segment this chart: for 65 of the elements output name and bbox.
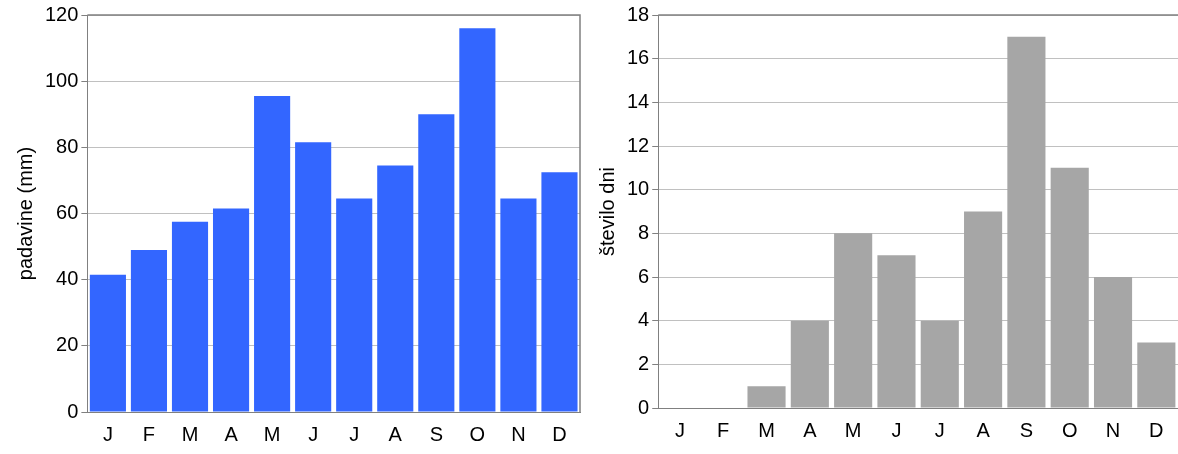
x-tick-label: J	[891, 418, 902, 441]
y-tick-label: 4	[638, 308, 650, 331]
bar	[254, 96, 291, 412]
x-tick-label: S	[429, 422, 443, 445]
x-tick-label: N	[1105, 418, 1121, 441]
y-tick-label: 14	[627, 89, 650, 112]
bar	[1137, 342, 1176, 408]
bar	[1050, 167, 1089, 408]
x-tick-label: M	[263, 422, 281, 445]
y-axis-title: padavine (mm)	[13, 146, 36, 281]
bar	[130, 249, 168, 412]
y-tick-label: 18	[627, 2, 650, 25]
x-tick-label: A	[388, 422, 403, 445]
bar	[1093, 277, 1133, 408]
bar	[418, 114, 455, 412]
x-tick-label: A	[976, 418, 991, 441]
x-tick-label: A	[224, 422, 239, 445]
bar	[541, 172, 578, 412]
y-tick-label: 40	[56, 267, 79, 290]
bar	[212, 208, 250, 412]
x-tick-label: J	[308, 422, 319, 445]
y-tick-label: 80	[56, 134, 79, 157]
x-tick-label: O	[469, 422, 486, 445]
y-tick-label: 60	[56, 201, 79, 224]
x-tick-label: M	[844, 418, 862, 441]
bar	[1007, 36, 1046, 408]
x-tick-label: D	[1149, 418, 1164, 441]
x-tick-label: S	[1019, 418, 1034, 441]
y-tick-label: 100	[44, 68, 79, 91]
bar	[171, 221, 209, 412]
x-tick-label: O	[1061, 418, 1078, 441]
x-tick-label: J	[349, 422, 360, 445]
x-tick-label: J	[934, 418, 945, 441]
bar	[89, 274, 126, 412]
bar	[336, 198, 373, 412]
x-tick-label: D	[552, 422, 567, 445]
bar	[295, 142, 332, 412]
y-tick-label: 16	[627, 46, 650, 69]
y-tick-label: 10	[627, 177, 650, 200]
y-tick-label: 12	[627, 133, 650, 156]
bar	[500, 198, 537, 412]
x-tick-label: J	[102, 422, 113, 445]
bar	[377, 165, 414, 412]
y-tick-label: 120	[44, 2, 79, 25]
bar	[877, 255, 916, 408]
x-tick-label: F	[142, 422, 156, 445]
bar	[964, 211, 1003, 408]
y-tick-label: 0	[638, 395, 650, 418]
y-tick-label: 0	[67, 399, 79, 422]
x-tick-label: M	[181, 422, 199, 445]
bar	[747, 386, 786, 408]
bar	[459, 28, 496, 412]
bar	[790, 320, 829, 408]
bar	[920, 320, 959, 408]
y-tick-label: 20	[56, 333, 79, 356]
y-tick-label: 8	[638, 220, 650, 243]
x-tick-label: F	[717, 418, 730, 441]
x-tick-label: M	[758, 418, 775, 441]
y-tick-label: 2	[638, 351, 650, 374]
y-axis-title: število dni	[595, 167, 618, 256]
y-tick-label: 6	[638, 264, 650, 287]
x-tick-label: J	[674, 418, 685, 441]
bar	[834, 233, 873, 408]
x-tick-label: N	[511, 422, 526, 445]
x-tick-label: A	[803, 418, 818, 441]
